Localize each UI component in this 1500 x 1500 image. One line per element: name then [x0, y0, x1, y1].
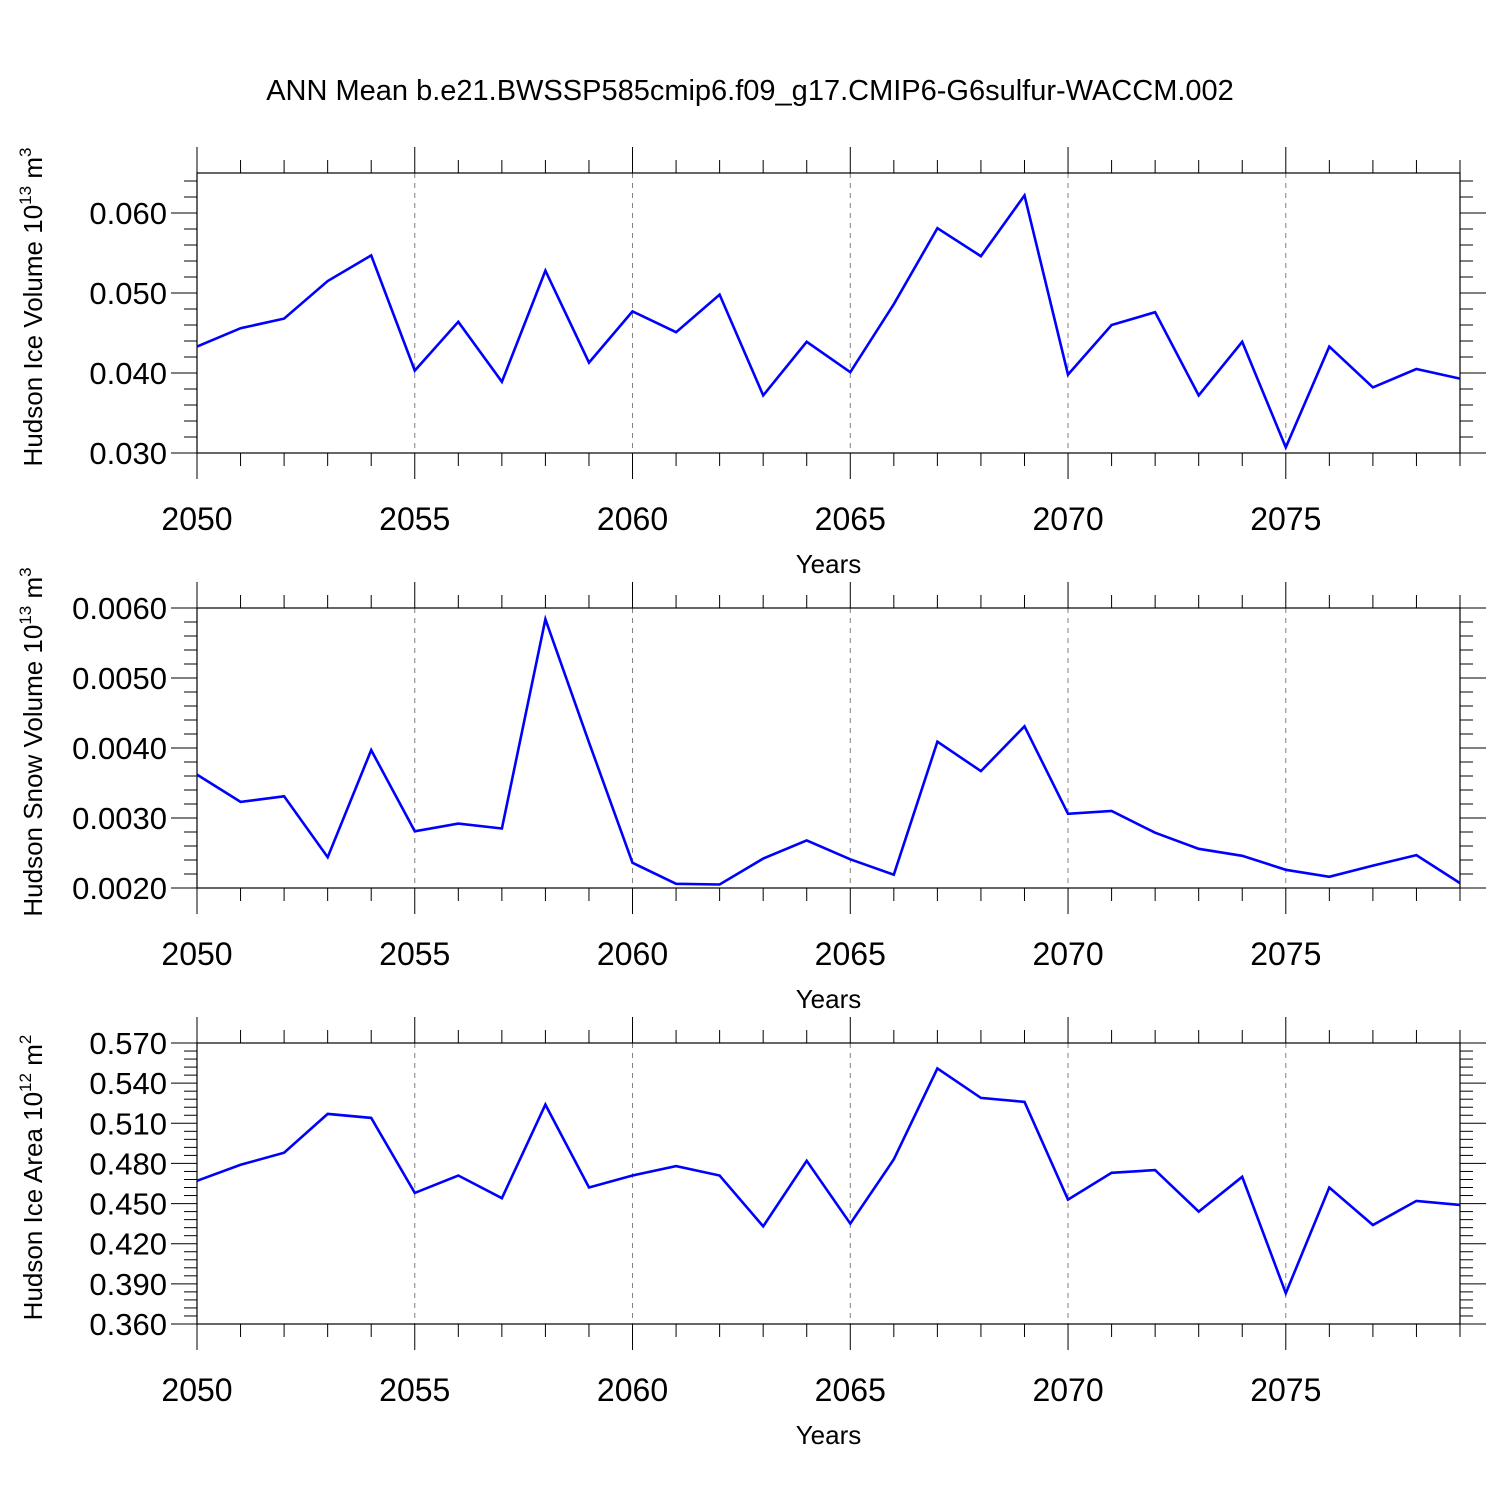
- x-tick-label: 2055: [379, 1372, 450, 1408]
- y-tick-label: 0.030: [89, 436, 167, 471]
- y-tick-label: 0.0050: [72, 661, 167, 696]
- y-tick-label: 0.570: [89, 1026, 167, 1061]
- x-axis-label: Years: [796, 1420, 862, 1450]
- x-tick-label: 2050: [161, 501, 232, 537]
- y-tick-label: 0.540: [89, 1066, 167, 1101]
- y-axis-label: Hudson Ice Volume 1013 m3: [16, 148, 48, 467]
- y-tick-label: 0.0060: [72, 591, 167, 626]
- plot-frame: [196, 1042, 1461, 1325]
- y-tick-label: 0.360: [89, 1307, 167, 1342]
- x-tick-label: 2070: [1032, 501, 1103, 537]
- y-tick-label: 0.0040: [72, 731, 167, 766]
- y-tick-label: 0.420: [89, 1227, 167, 1262]
- y-tick-label: 0.050: [89, 276, 167, 311]
- y-tick-label: 0.040: [89, 356, 167, 391]
- x-tick-label: 2060: [597, 501, 668, 537]
- y-tick-label: 0.0020: [72, 871, 167, 906]
- x-tick-label: 2060: [597, 936, 668, 972]
- y-tick-label: 0.390: [89, 1267, 167, 1302]
- x-axis-label: Years: [796, 549, 862, 579]
- chart-panels: 0.030 0.040 0.050 0.060 2050 2055 2060 2065 2070…: [16, 147, 1486, 1450]
- x-tick-label: 2075: [1250, 936, 1321, 972]
- y-tick-label: 0.510: [89, 1106, 167, 1141]
- x-tick-label: 2075: [1250, 1372, 1321, 1408]
- series-line-3: [196, 1066, 1461, 1297]
- y-tick-label: 0.450: [89, 1187, 167, 1222]
- plot-frame: [196, 172, 1461, 454]
- y-axis-label: Hudson Ice Area 1012 m2: [16, 1035, 48, 1321]
- x-tick-label: 2055: [379, 501, 450, 537]
- x-tick-label: 2075: [1250, 501, 1321, 537]
- x-tick-label: 2050: [161, 1372, 232, 1408]
- chart-panel-3: 0.360 0.390 0.420 0.450 0.480 0.510 0.540 0.570…: [16, 1017, 1486, 1450]
- y-tick-label: 0.0030: [72, 801, 167, 836]
- chart-panel-2: 0.0020 0.0030 0.0040 0.0050 0.0060 2050 2055 20…: [16, 567, 1486, 1014]
- x-tick-label: 2070: [1032, 936, 1103, 972]
- x-tick-label: 2065: [815, 501, 886, 537]
- y-axis-label: Hudson Snow Volume 1013 m3: [16, 567, 48, 916]
- x-tick-label: 2065: [815, 1372, 886, 1408]
- y-tick-label: 0.060: [89, 196, 167, 231]
- x-tick-label: 2065: [815, 936, 886, 972]
- x-tick-label: 2070: [1032, 1372, 1103, 1408]
- x-tick-label: 2050: [161, 936, 232, 972]
- y-tick-label: 0.480: [89, 1146, 167, 1181]
- series-line-2: [196, 614, 1461, 886]
- plot-frame: [196, 607, 1461, 889]
- series-line-1: [196, 192, 1461, 451]
- x-axis-label: Years: [796, 984, 862, 1014]
- chart-title: ANN Mean b.e21.BWSSP585cmip6.f09_g17.CMI…: [266, 75, 1234, 107]
- x-tick-label: 2055: [379, 936, 450, 972]
- x-tick-label: 2060: [597, 1372, 668, 1408]
- chart-panel-1: 0.030 0.040 0.050 0.060 2050 2055 2060 2065 2070…: [16, 147, 1486, 579]
